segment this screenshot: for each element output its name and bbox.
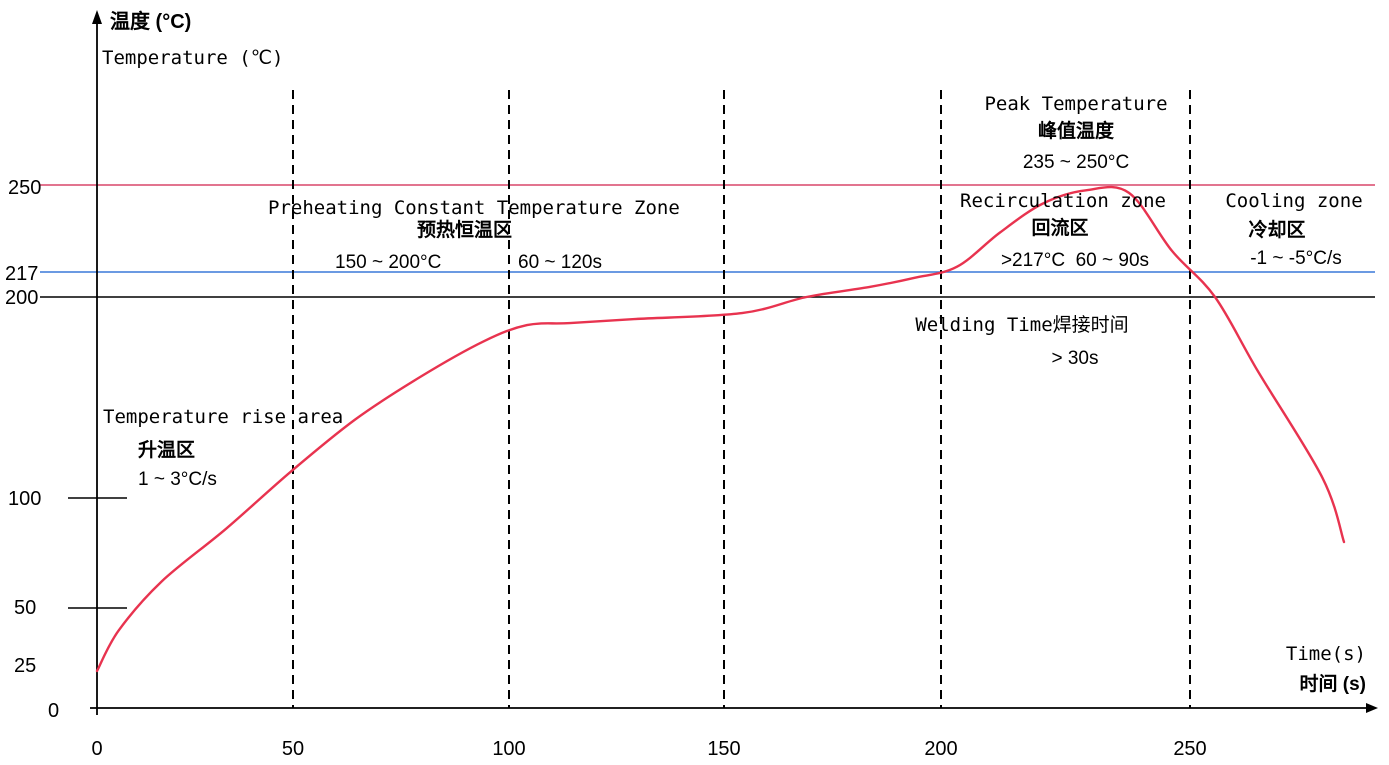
rise-zone-title-cn: 升温区 [138, 439, 195, 461]
cooling-zone-title-en: Cooling zone [1225, 190, 1362, 212]
cooling-zone-rate: -1 ~ -5°C/s [1250, 248, 1342, 269]
rise-zone-title-en: Temperature rise area [103, 406, 343, 428]
y-axis-title-cn: 温度 (°C) [110, 9, 191, 33]
preheat-zone-time: 60 ~ 120s [518, 252, 602, 273]
y-tick-label: 50 [14, 597, 36, 619]
recirculation-zone-title-en: Recirculation zone [960, 190, 1166, 212]
peak-title-cn: 峰值温度 [1038, 119, 1115, 142]
preheat-zone-temp: 150 ~ 200°C [335, 252, 441, 273]
y-tick-label: 0 [48, 700, 59, 722]
cooling-zone-title-cn: 冷却区 [1248, 218, 1305, 241]
x-tick-label: 0 [91, 738, 102, 760]
recirculation-zone-spec: >217°C 60 ~ 90s [1001, 250, 1149, 271]
y-tick-label: 200 [5, 287, 38, 309]
x-axis-arrow [1366, 703, 1378, 713]
y-tick-label: 100 [8, 488, 41, 510]
preheat-zone-title-cn: 预热恒温区 [417, 218, 512, 241]
welding-time-value: > 30s [1051, 348, 1098, 369]
x-tick-label: 50 [282, 738, 304, 760]
y-tick-label: 217 [5, 263, 38, 285]
welding-time-label: Welding Time焊接时间 [915, 314, 1128, 336]
recirculation-zone-title-cn: 回流区 [1031, 216, 1088, 239]
y-tick-label: 250 [8, 177, 41, 199]
x-tick-label: 150 [707, 738, 740, 760]
peak-title-en: Peak Temperature [984, 93, 1167, 115]
x-tick-label: 100 [492, 738, 525, 760]
y-tick-label: 25 [14, 655, 36, 677]
y-axis-arrow [92, 10, 102, 24]
preheat-zone-title-en: Preheating Constant Temperature Zone [268, 197, 680, 219]
x-axis-title-en: Time(s) [1286, 643, 1366, 665]
rise-zone-rate: 1 ~ 3°C/s [138, 469, 217, 490]
x-tick-label: 200 [924, 738, 957, 760]
temperature-profile-curve [95, 185, 1346, 673]
y-axis-title-en: Temperature (℃) [102, 47, 283, 69]
peak-range: 235 ~ 250°C [1023, 152, 1129, 173]
x-axis-title-cn: 时间 (s) [1299, 673, 1366, 695]
x-tick-label: 250 [1173, 738, 1206, 760]
